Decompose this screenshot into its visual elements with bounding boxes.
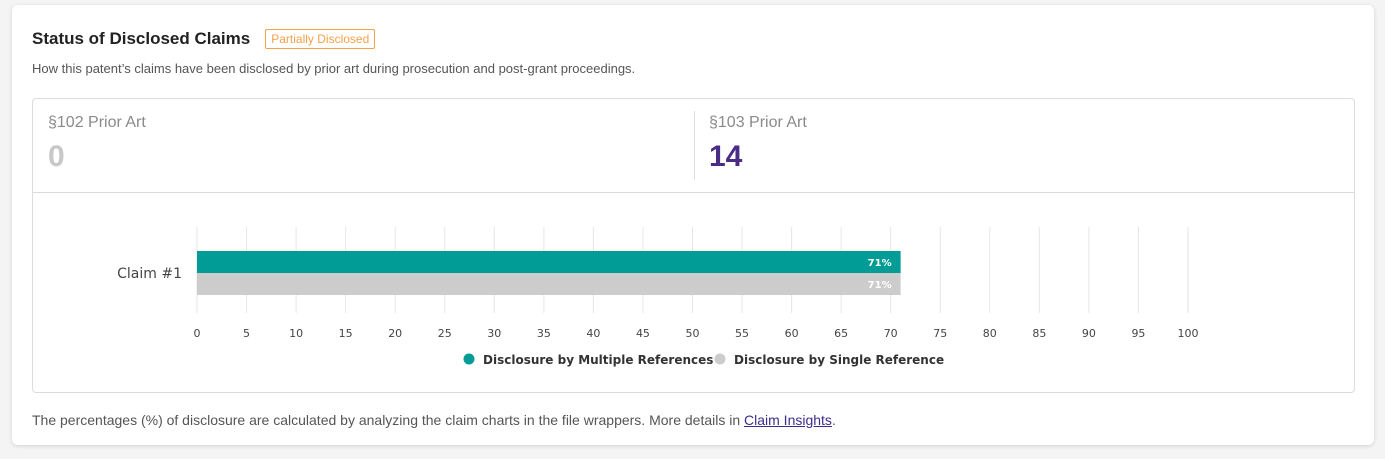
x-tick-label: 30 bbox=[487, 327, 501, 340]
footer-end: . bbox=[831, 412, 836, 428]
panel-separator bbox=[33, 192, 1354, 193]
stat-102-value: 0 bbox=[48, 140, 65, 173]
data-label: 71% bbox=[868, 258, 892, 269]
category-label: Claim #1 bbox=[117, 266, 182, 282]
x-tick-label: 100 bbox=[1178, 327, 1199, 340]
legend-marker bbox=[714, 353, 726, 365]
x-tick-label: 75 bbox=[933, 327, 947, 340]
x-tick-label: 85 bbox=[1032, 327, 1046, 340]
data-label: 71% bbox=[868, 280, 892, 291]
x-tick-label: 90 bbox=[1082, 327, 1096, 340]
card-title: Status of Disclosed Claims bbox=[32, 29, 251, 48]
x-tick-label: 65 bbox=[834, 327, 848, 340]
x-tick-label: 70 bbox=[884, 327, 898, 340]
stat-103-value: 14 bbox=[709, 140, 743, 173]
claims-panel: §102 Prior Art 0 §103 Prior Art 14 0 5 10 1… bbox=[32, 98, 1355, 393]
legend-label: Disclosure by Multiple References bbox=[483, 353, 713, 367]
disclosed-claims-card: Status of Disclosed Claims Partially Dis… bbox=[12, 5, 1374, 445]
stat-102-label: §102 Prior Art bbox=[48, 114, 146, 131]
legend-label: Disclosure by Single Reference bbox=[734, 353, 944, 367]
x-tick-label: 25 bbox=[438, 327, 452, 340]
x-tick-label: 15 bbox=[339, 327, 353, 340]
bar bbox=[197, 251, 901, 273]
x-tick-label: 50 bbox=[686, 327, 700, 340]
status-badge: Partially Disclosed bbox=[265, 29, 376, 49]
x-tick-label: 55 bbox=[735, 327, 749, 340]
x-tick-label: 10 bbox=[289, 327, 303, 340]
x-tick-label: 0 bbox=[194, 327, 201, 340]
claims-bar-chart: 0 5 10 15 20 25 30 35 40 45 50 55 60 65 70 75 80 85 90 95 10… bbox=[117, 227, 1199, 367]
x-tick-label: 35 bbox=[537, 327, 551, 340]
claim-insights-link[interactable]: Claim Insights bbox=[744, 412, 832, 428]
x-tick-label: 60 bbox=[785, 327, 799, 340]
card-subtitle: How this patent’s claims have been discl… bbox=[32, 61, 636, 76]
x-tick-label: 5 bbox=[243, 327, 250, 340]
x-tick-label: 80 bbox=[983, 327, 997, 340]
x-tick-label: 40 bbox=[586, 327, 600, 340]
x-tick-label: 45 bbox=[636, 327, 650, 340]
footer-note: The percentages (%) of disclosure are ca… bbox=[32, 412, 836, 428]
stat-103-label: §103 Prior Art bbox=[709, 114, 807, 131]
x-tick-label: 20 bbox=[388, 327, 402, 340]
legend-marker bbox=[463, 353, 475, 365]
stat-divider bbox=[694, 111, 695, 180]
x-tick-label: 95 bbox=[1131, 327, 1145, 340]
title-row: Status of Disclosed Claims Partially Dis… bbox=[32, 29, 376, 49]
bar bbox=[197, 273, 901, 295]
footer-text: The percentages (%) of disclosure are ca… bbox=[32, 412, 745, 428]
